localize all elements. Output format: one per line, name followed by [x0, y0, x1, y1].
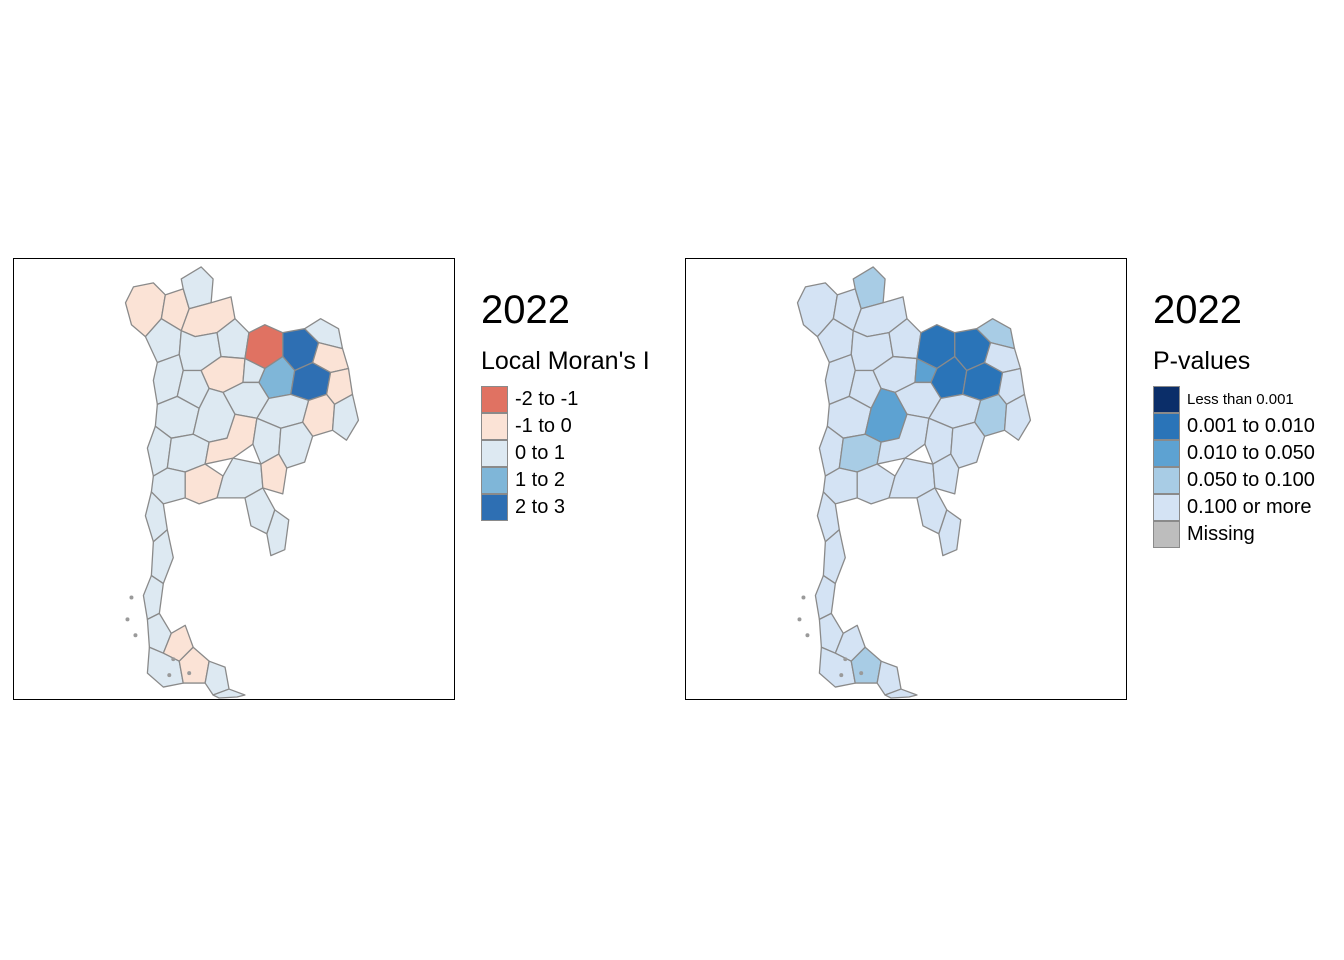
moran-legend-item: 1 to 2 [481, 467, 650, 494]
legend-swatch [1153, 494, 1180, 521]
legend-label: 0.100 or more [1187, 496, 1312, 518]
island-mark [129, 595, 134, 600]
island-mark [171, 657, 176, 662]
island-mark [125, 617, 130, 622]
legend-swatch [1153, 413, 1180, 440]
province-region [331, 393, 360, 441]
island-mark [187, 671, 192, 676]
legend-swatch [481, 494, 508, 521]
province-region [1003, 393, 1032, 441]
moran-map-panel [13, 258, 455, 700]
island-mark [133, 633, 138, 638]
province-region [142, 574, 164, 621]
legend-label: -2 to -1 [515, 388, 579, 410]
province-region [938, 509, 962, 557]
province-region [266, 509, 290, 557]
legend-label: Less than 0.001 [1187, 391, 1294, 408]
province-region [304, 318, 344, 350]
moran-legend-item: -1 to 0 [481, 413, 650, 440]
legend-label: 0.050 to 0.100 [1187, 469, 1315, 491]
province-region [204, 660, 230, 696]
island-mark [839, 673, 844, 678]
province-region [260, 453, 288, 495]
pvalue-legend-items: Less than 0.001 0.001 to 0.010 0.010 to … [1153, 386, 1315, 548]
province-region [278, 421, 314, 469]
province-region [822, 529, 846, 585]
pvalue-legend-item: Less than 0.001 [1153, 386, 1315, 413]
moran-map [124, 266, 360, 699]
legend-swatch [481, 386, 508, 413]
pvalue-legend-item: 0.100 or more [1153, 494, 1315, 521]
pvalue-legend: 2022 P-values Less than 0.001 0.001 to 0… [1153, 286, 1315, 548]
thailand-outline-moran [124, 266, 360, 699]
moran-legend-items: -2 to -1 -1 to 0 0 to 1 1 to 2 2 to 3 [481, 386, 650, 521]
legend-swatch [481, 413, 508, 440]
moran-legend-item: 2 to 3 [481, 494, 650, 521]
moran-legend-year: 2022 [481, 288, 570, 332]
province-region [212, 688, 246, 699]
moran-legend-title: Local Moran's I [481, 347, 650, 375]
legend-label: -1 to 0 [515, 415, 572, 437]
moran-legend: 2022 Local Moran's I -2 to -1 -1 to 0 0 … [481, 286, 650, 521]
legend-label: Missing [1187, 523, 1255, 545]
island-mark [859, 671, 864, 676]
province-region [876, 660, 902, 696]
legend-swatch [1153, 386, 1180, 413]
legend-label: 0 to 1 [515, 442, 566, 464]
pvalue-legend-item: 0.010 to 0.050 [1153, 440, 1315, 467]
island-mark [843, 657, 848, 662]
legend-label: 2 to 3 [515, 496, 566, 518]
island-mark [167, 673, 172, 678]
pvalue-legend-title: P-values [1153, 347, 1251, 375]
moran-legend-item: 0 to 1 [481, 440, 650, 467]
pvalue-map [796, 266, 1032, 699]
legend-label: 0.001 to 0.010 [1187, 415, 1315, 437]
moran-legend-item: -2 to -1 [481, 386, 650, 413]
legend-label: 0.010 to 0.050 [1187, 442, 1315, 464]
pvalue-legend-item: 0.050 to 0.100 [1153, 467, 1315, 494]
legend-swatch [481, 467, 508, 494]
pvalue-legend-item: Missing [1153, 521, 1315, 548]
province-region [932, 453, 960, 495]
island-mark [797, 617, 802, 622]
thailand-outline-pvalue [796, 266, 1032, 699]
legend-swatch [481, 440, 508, 467]
legend-swatch [1153, 467, 1180, 494]
province-region [976, 318, 1016, 350]
island-mark [805, 633, 810, 638]
province-region [814, 574, 836, 621]
province-region [884, 688, 918, 699]
legend-label: 1 to 2 [515, 469, 566, 491]
province-region [950, 421, 986, 469]
pvalue-legend-item: 0.001 to 0.010 [1153, 413, 1315, 440]
pvalue-map-panel [685, 258, 1127, 700]
island-mark [801, 595, 806, 600]
legend-swatch [1153, 521, 1180, 548]
legend-swatch [1153, 440, 1180, 467]
pvalue-legend-year: 2022 [1153, 288, 1242, 332]
province-region [150, 529, 174, 585]
